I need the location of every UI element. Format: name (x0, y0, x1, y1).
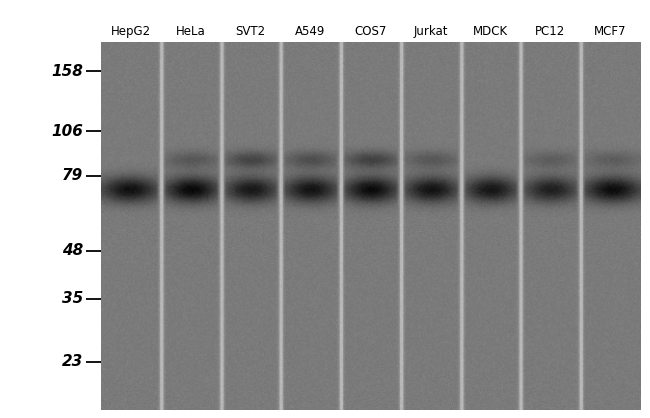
Text: 48: 48 (62, 243, 83, 258)
Text: A549: A549 (295, 25, 326, 38)
Text: 158: 158 (51, 64, 83, 79)
Bar (0, 0, 650, 42)
Text: 35: 35 (62, 291, 83, 306)
Bar (0, 410, 650, 418)
Text: MDCK: MDCK (473, 25, 508, 38)
Text: 106: 106 (51, 124, 83, 139)
Text: HeLa: HeLa (176, 25, 206, 38)
Text: 23: 23 (62, 354, 83, 370)
Text: MCF7: MCF7 (594, 25, 627, 38)
Bar (0, 0, 101, 418)
Text: HepG2: HepG2 (111, 25, 151, 38)
Text: PC12: PC12 (535, 25, 565, 38)
Text: 79: 79 (62, 168, 83, 183)
Text: Jurkat: Jurkat (413, 25, 448, 38)
Text: SVT2: SVT2 (235, 25, 266, 38)
Text: COS7: COS7 (354, 25, 387, 38)
